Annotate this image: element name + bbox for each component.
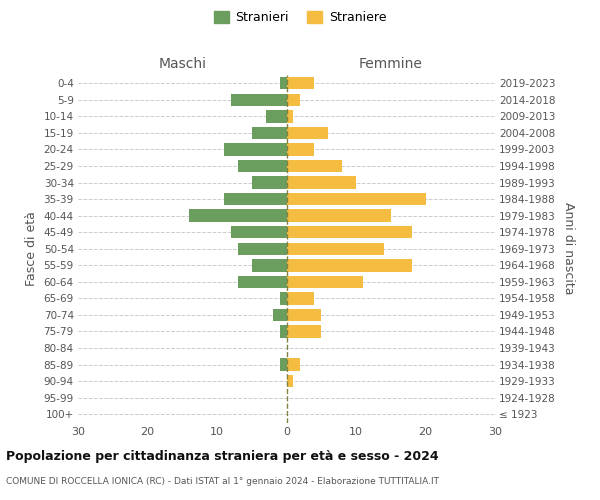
Bar [287,110,293,122]
Text: Maschi: Maschi [158,57,206,71]
Text: Popolazione per cittadinanza straniera per età e sesso - 2024: Popolazione per cittadinanza straniera p… [6,450,439,463]
Bar [280,77,287,90]
Bar [287,276,363,288]
Bar [252,259,287,272]
Bar [280,326,287,338]
Bar [252,176,287,189]
Bar [287,210,391,222]
Bar [287,375,293,388]
Bar [231,94,287,106]
Text: COMUNE DI ROCCELLA IONICA (RC) - Dati ISTAT al 1° gennaio 2024 - Elaborazione TU: COMUNE DI ROCCELLA IONICA (RC) - Dati IS… [6,478,439,486]
Bar [287,259,412,272]
Text: Femmine: Femmine [359,57,422,71]
Bar [231,226,287,238]
Bar [189,210,287,222]
Bar [280,358,287,371]
Bar [272,308,287,321]
Bar [287,358,301,371]
Legend: Stranieri, Straniere: Stranieri, Straniere [209,6,391,29]
Bar [287,77,314,90]
Bar [287,326,321,338]
Y-axis label: Anni di nascita: Anni di nascita [562,202,575,295]
Bar [287,226,412,238]
Bar [224,144,287,156]
Bar [287,292,314,304]
Bar [287,308,321,321]
Bar [266,110,287,122]
Bar [252,126,287,139]
Bar [287,242,384,255]
Bar [224,193,287,205]
Bar [287,160,342,172]
Y-axis label: Fasce di età: Fasce di età [25,212,38,286]
Bar [280,292,287,304]
Bar [287,94,301,106]
Bar [287,176,356,189]
Bar [287,144,314,156]
Bar [287,193,425,205]
Bar [238,242,287,255]
Bar [238,160,287,172]
Bar [238,276,287,288]
Bar [287,126,328,139]
